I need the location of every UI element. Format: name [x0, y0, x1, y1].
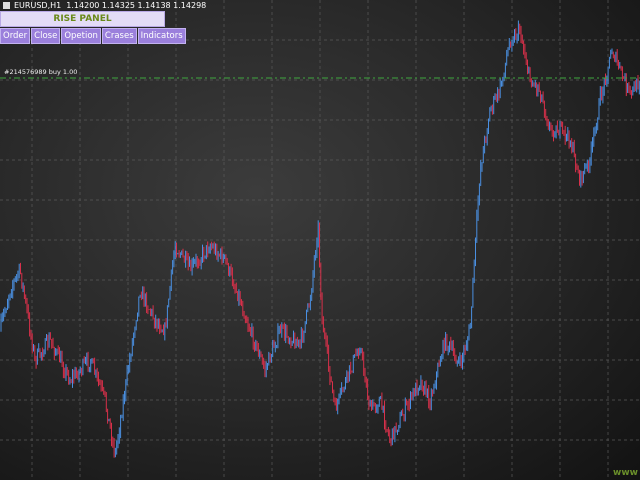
- symbol-icon: [3, 2, 10, 9]
- close-button[interactable]: Close: [31, 28, 61, 44]
- indicators-button[interactable]: Indicators: [137, 28, 186, 44]
- option-button[interactable]: Opetion: [61, 28, 101, 44]
- panel-title: RISE PANEL: [0, 11, 165, 27]
- watermark: www: [613, 468, 638, 478]
- order-button[interactable]: Order: [0, 28, 31, 44]
- crases-button[interactable]: Crases: [101, 28, 137, 44]
- order-label: #214576989 buy 1.00: [4, 68, 78, 76]
- symbol-info: EURUSD,H1 1.14200 1.14325 1.14138 1.1429…: [14, 1, 207, 10]
- panel-buttons: Order Close Opetion Crases Indicators: [0, 28, 186, 44]
- rise-panel: RISE PANEL Order Close Opetion Crases In…: [0, 11, 186, 44]
